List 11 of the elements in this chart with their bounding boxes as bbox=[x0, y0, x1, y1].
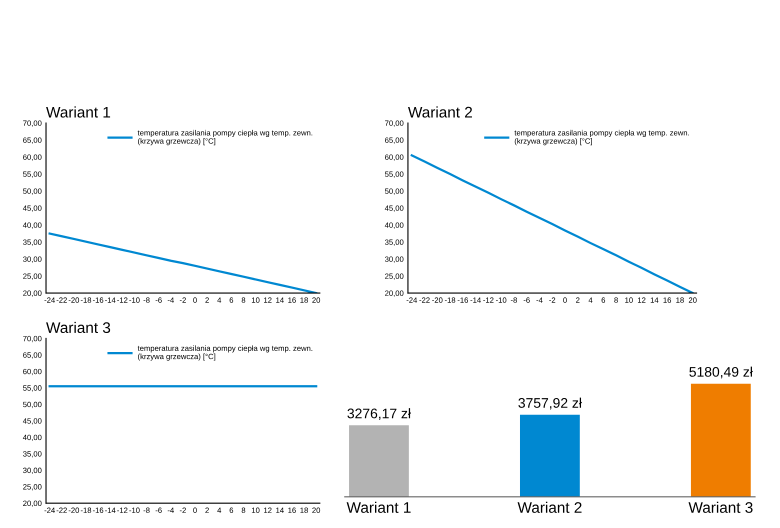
chart-title: Wariant 2 bbox=[408, 106, 472, 118]
line-series bbox=[410, 154, 694, 294]
x-tick-label: Wariant 2 bbox=[518, 502, 582, 513]
data-label: 3276,17 zł bbox=[347, 408, 411, 420]
x-tick-label: Wariant 1 bbox=[346, 502, 411, 513]
chart-title: Wariant 3 bbox=[46, 322, 110, 334]
x-tick-label: Wariant 3 bbox=[688, 502, 753, 513]
data-label: 3757,92 zł bbox=[518, 398, 582, 410]
line-series bbox=[48, 232, 318, 294]
chart-title: Wariant 1 bbox=[46, 106, 110, 118]
data-label: 5180,49 zł bbox=[689, 366, 753, 378]
